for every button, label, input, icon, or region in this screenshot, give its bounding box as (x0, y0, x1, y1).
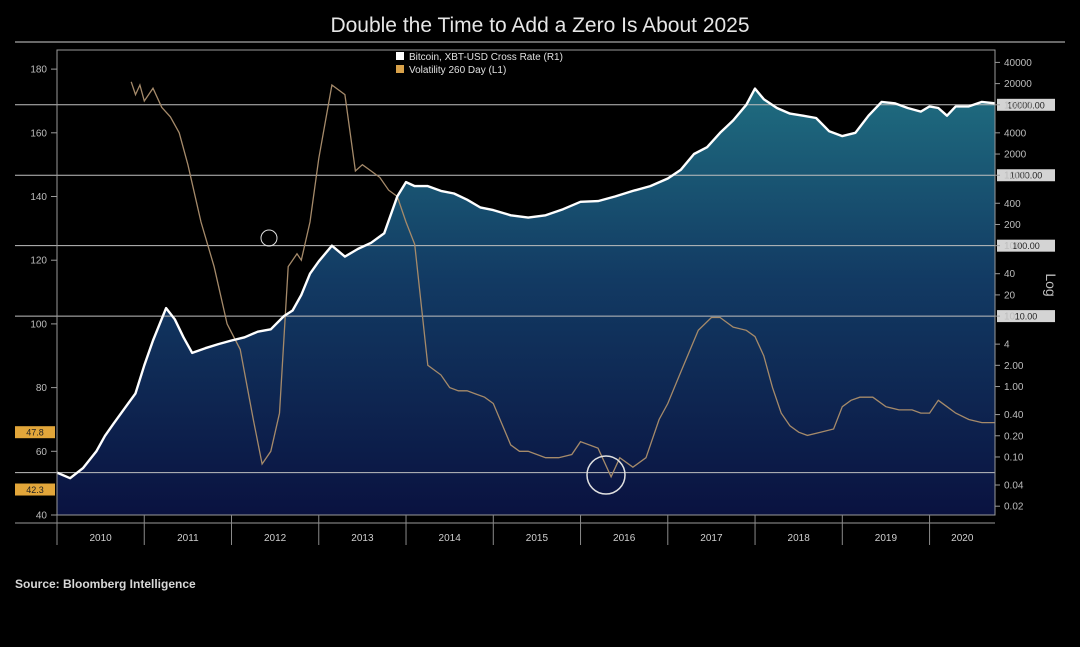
reference-tag-label-0: 10000.00 (1007, 100, 1045, 110)
right-tick-label-8: 100 (1004, 241, 1021, 252)
x-tick-label-1: 2011 (177, 533, 199, 544)
left-axis: 180 160 140 120 100 80 60 40 47.8 42.3 (15, 65, 57, 522)
bitcoin-layer (56, 87, 996, 480)
grid-layer: 10000.00 1000.00 100.00 10.00 (15, 98, 1055, 474)
x-tick-label-0: 2010 (90, 533, 113, 544)
left-tick-label-6: 60 (36, 447, 48, 458)
x-tick-label-7: 2017 (700, 533, 723, 544)
legend-swatch-volatility (396, 65, 404, 73)
right-axis: 40000 20000 10000 4000 2000 1000 400 200 100 40 20… (995, 58, 1032, 513)
reference-tag-label-1: 1000.00 (1010, 171, 1043, 181)
right-tick-label-12: 4 (1004, 340, 1010, 351)
right-tick-label-3: 4000 (1004, 128, 1027, 139)
left-value-tag-label-0: 47.8 (26, 428, 44, 438)
plot-frame (56, 49, 996, 516)
legend: Bitcoin, XBT-USD Cross Rate (R1) Volatil… (396, 52, 563, 76)
right-tick-label-17: 0.10 (1004, 452, 1024, 463)
reference-tag-3 (997, 310, 1055, 323)
right-tick-label-5: 1000 (1004, 171, 1027, 182)
right-tick-label-4: 2000 (1004, 150, 1027, 161)
legend-label-volatility: Volatility 260 Day (L1) (409, 65, 506, 76)
legend-label-bitcoin: Bitcoin, XBT-USD Cross Rate (R1) (409, 52, 563, 63)
right-tick-label-16: 0.20 (1004, 431, 1024, 442)
left-tick-label-7: 40 (36, 511, 48, 522)
x-tick-label-2: 2012 (264, 533, 287, 544)
left-value-tag-0 (15, 426, 55, 439)
left-tick-label-0: 180 (30, 65, 47, 76)
left-tick-label-5: 80 (36, 383, 48, 394)
right-tick-label-10: 20 (1004, 290, 1016, 301)
annotation-circle (586, 455, 626, 495)
bitcoin-line (56, 87, 996, 480)
reference-tag-0 (997, 98, 1055, 111)
x-tick-label-9: 2019 (875, 533, 898, 544)
annotation-circle-small (260, 229, 278, 247)
x-tick-label-5: 2015 (526, 533, 549, 544)
left-value-tag-1 (15, 483, 55, 496)
right-tick-label-9: 40 (1004, 269, 1016, 280)
right-tick-label-11: 10 (1004, 312, 1016, 323)
reference-tag-label-3: 10.00 (1015, 312, 1038, 322)
right-tick-label-2: 10000 (1004, 100, 1032, 111)
x-tick-label-10: 2020 (951, 533, 974, 544)
x-axis: 2010 2011 2012 2013 2014 2015 2016 2017 2018 2019… (15, 515, 995, 545)
right-tick-label-13: 2.00 (1004, 361, 1024, 372)
reference-tag-2 (997, 239, 1055, 252)
reference-tag-1 (997, 169, 1055, 182)
x-tick-label-4: 2014 (439, 533, 462, 544)
bitcoin-area (57, 88, 995, 515)
right-tick-label-6: 400 (1004, 199, 1021, 210)
right-axis-label: Log (1043, 273, 1059, 296)
right-tick-label-19: 0.02 (1004, 502, 1024, 513)
legend-swatch-bitcoin (396, 52, 404, 60)
left-tick-label-3: 120 (30, 256, 47, 267)
right-tick-label-1: 20000 (1004, 79, 1032, 90)
left-value-tag-label-1: 42.3 (26, 485, 44, 495)
volatility-layer (130, 81, 995, 479)
x-tick-label-3: 2013 (351, 533, 374, 544)
source-note: Source: Bloomberg Intelligence (15, 577, 196, 591)
chart-title: Double the Time to Add a Zero Is About 2… (330, 14, 749, 37)
left-tick-label-4: 100 (30, 319, 47, 330)
area-layer (57, 88, 995, 515)
reference-tag-label-2: 100.00 (1012, 241, 1040, 251)
x-tick-label-6: 2016 (613, 533, 636, 544)
right-tick-label-18: 0.04 (1004, 480, 1024, 491)
right-tick-label-0: 40000 (1004, 58, 1032, 69)
x-tick-label-8: 2018 (788, 533, 811, 544)
right-tick-label-15: 0.40 (1004, 410, 1024, 421)
left-tick-label-2: 140 (30, 192, 47, 203)
volatility-line (130, 81, 995, 479)
right-tick-label-14: 1.00 (1004, 382, 1024, 393)
left-tick-label-1: 160 (30, 128, 47, 139)
right-tick-label-7: 200 (1004, 220, 1021, 231)
